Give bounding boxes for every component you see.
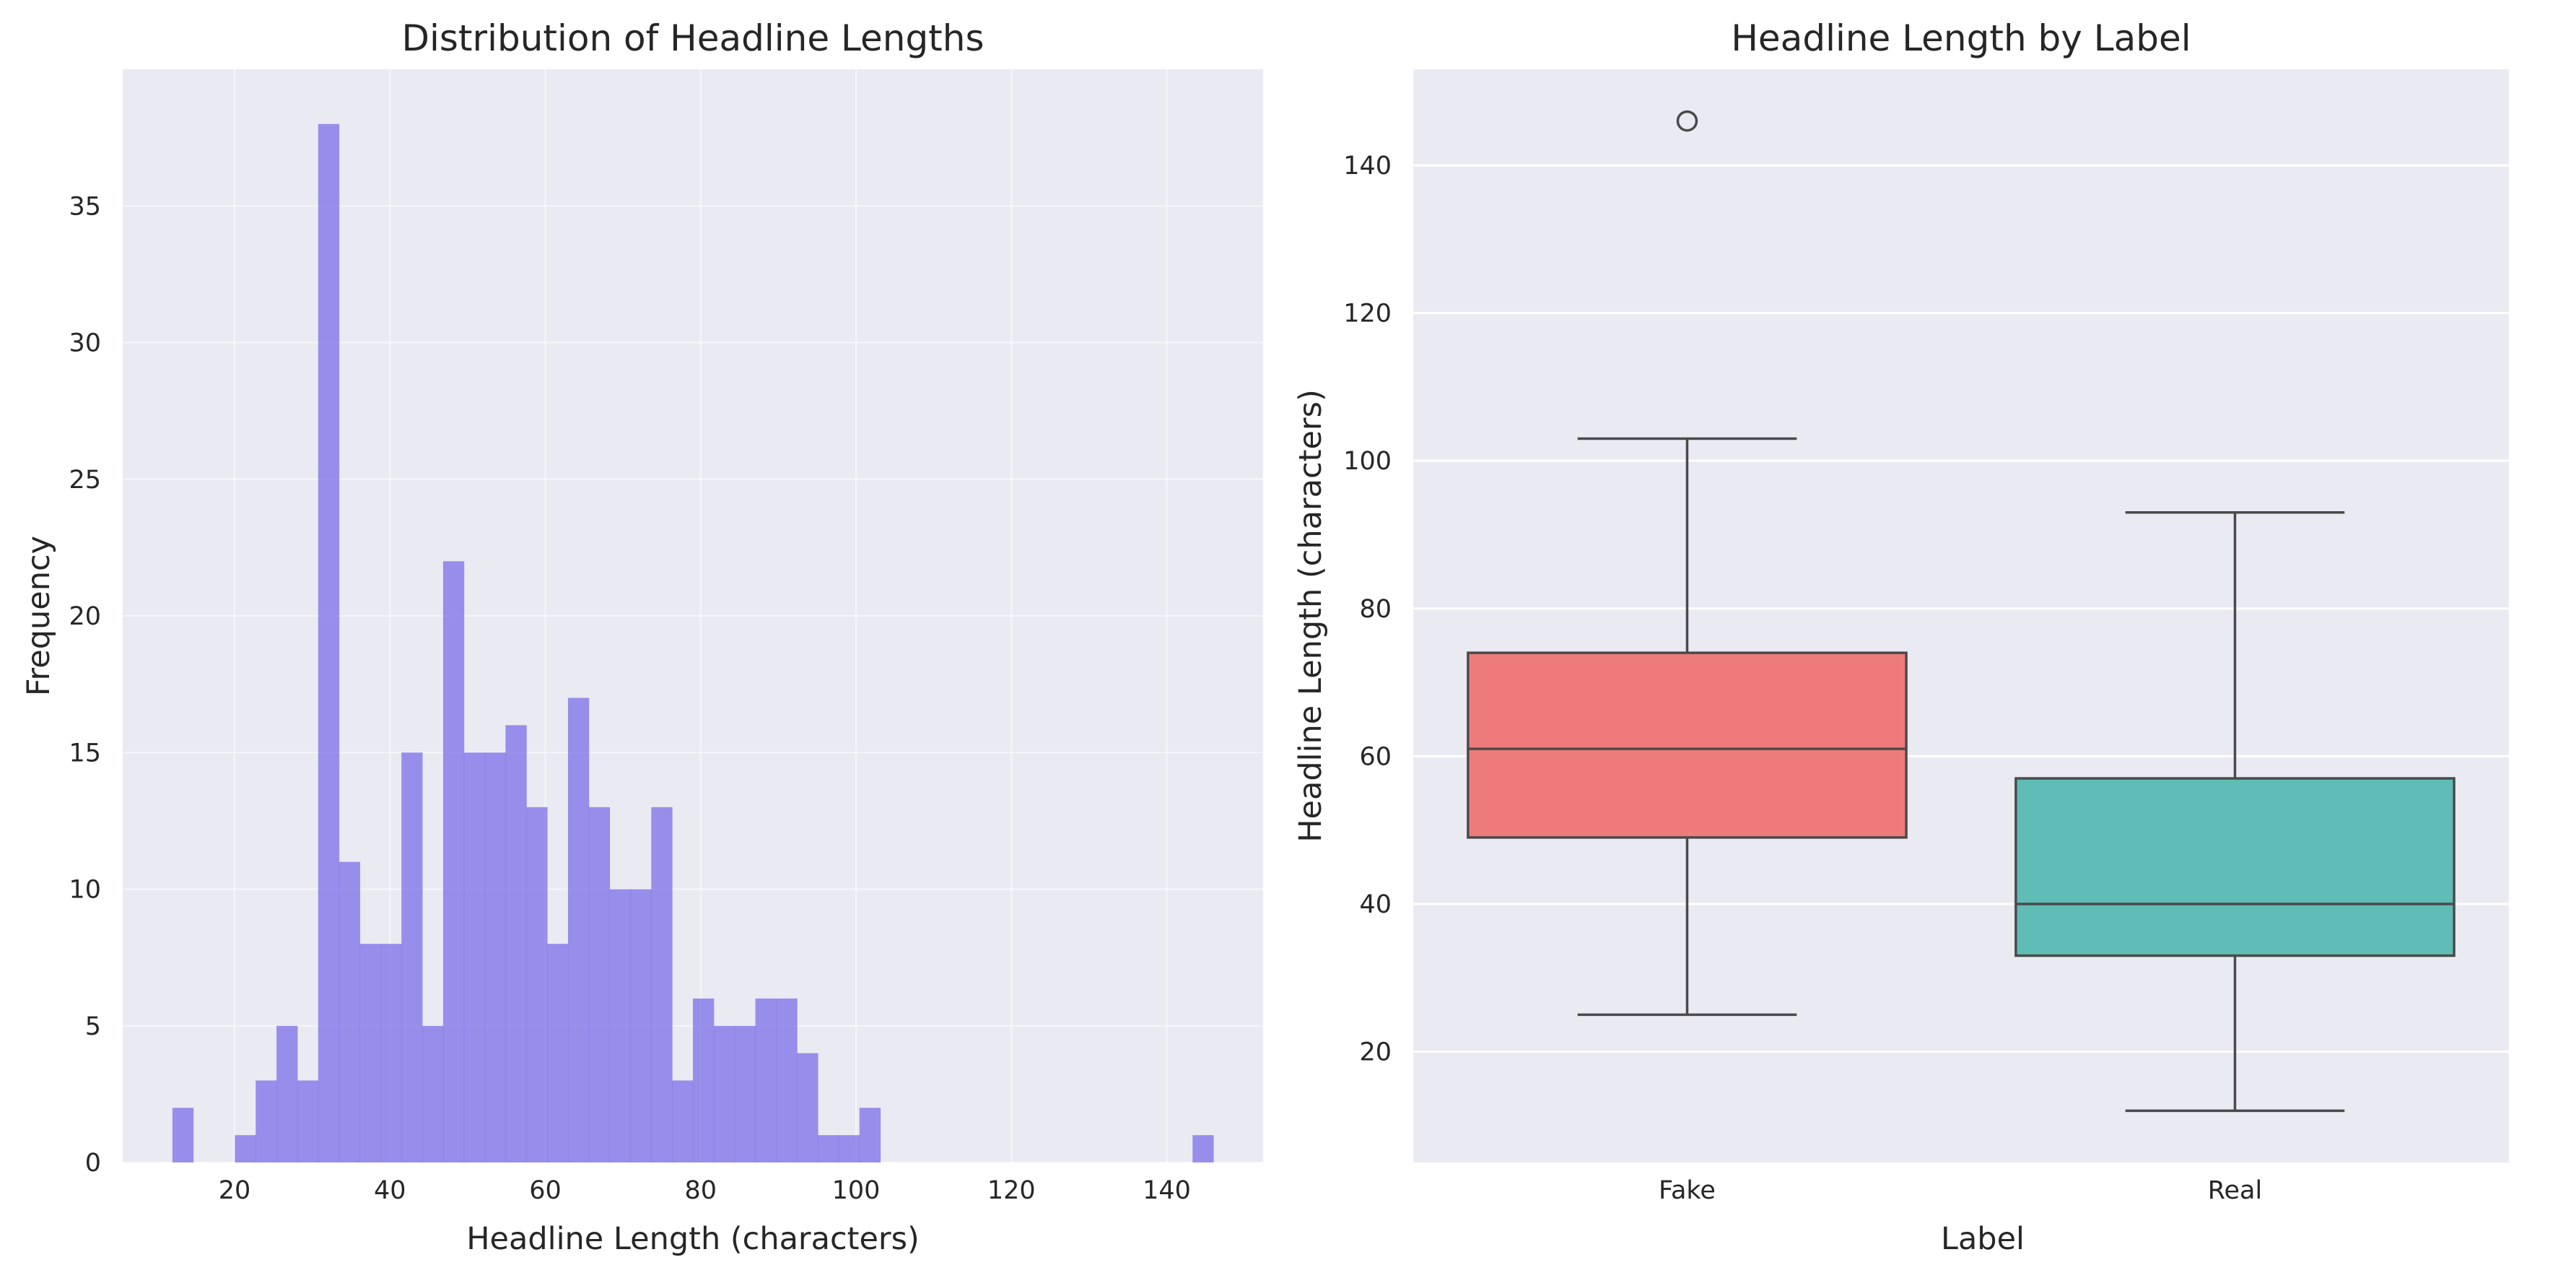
histogram-bar <box>588 807 611 1162</box>
boxplot-title: Headline Length by Label <box>1731 17 2191 59</box>
histogram-y-tick-label: 25 <box>69 466 101 495</box>
histogram-bar <box>776 998 798 1162</box>
boxplot-x-tick-label: Fake <box>1659 1176 1716 1205</box>
histogram-bar <box>484 752 506 1162</box>
histogram-bar <box>401 752 423 1162</box>
histogram-y-tick-label: 10 <box>69 876 101 905</box>
histogram-bar <box>463 752 486 1162</box>
histogram-bar <box>297 1080 319 1162</box>
boxplot-box <box>1467 651 1908 839</box>
histogram-bar <box>505 725 527 1162</box>
histogram-y-tick-label: 20 <box>69 602 101 631</box>
histogram-bar <box>734 1025 756 1162</box>
histogram-bar <box>630 889 652 1162</box>
histogram-x-tick-label: 80 <box>684 1176 717 1205</box>
histogram-x-ticks: 20 40 60 80 100 120 140 <box>219 1176 1191 1205</box>
boxplot-y-tick-label: 140 <box>1343 152 1392 181</box>
histogram-x-tick-label: 140 <box>1143 1176 1191 1205</box>
histogram-x-tick-label: 120 <box>987 1176 1036 1205</box>
histogram-y-tick-label: 30 <box>69 329 101 358</box>
histogram-x-axis-label: Headline Length (characters) <box>466 1221 920 1257</box>
boxplot-plot-area <box>1413 69 2509 1162</box>
histogram-bar <box>442 561 465 1162</box>
histogram-x-tick-label: 100 <box>832 1176 881 1205</box>
boxplot-x-axis-label: Label <box>1941 1221 2025 1257</box>
boxplot-outlier-point <box>1676 110 1698 132</box>
histogram-bar <box>359 944 381 1162</box>
boxplot-y-tick-label: 80 <box>1359 595 1392 624</box>
histogram-bar <box>380 944 402 1162</box>
histogram-x-tick-label: 60 <box>529 1176 562 1205</box>
boxplot-y-axis-label: Headline Length (characters) <box>1293 389 1329 843</box>
histogram-bar <box>422 1025 444 1162</box>
boxplot-x-ticks: Fake Real <box>1659 1176 2262 1205</box>
histogram-y-tick-label: 0 <box>85 1149 101 1178</box>
histogram-bar <box>838 1135 860 1162</box>
histogram-bar <box>713 1025 735 1162</box>
histogram-chart: 20 40 60 80 100 120 140 0 5 10 15 20 25 30 35 Distrib… <box>21 17 1263 1257</box>
histogram-bar <box>693 998 715 1162</box>
histogram-bar <box>859 1108 881 1162</box>
histogram-bar <box>547 944 569 1162</box>
boxplot-y-ticks: 20 40 60 80 100 120 140 <box>1343 152 1392 1067</box>
boxplot-y-tick-label: 20 <box>1359 1038 1392 1067</box>
histogram-bar <box>567 697 590 1162</box>
histogram-title: Distribution of Headline Lengths <box>401 17 984 59</box>
histogram-bar <box>526 807 548 1162</box>
boxplot-x-tick-label: Real <box>2208 1176 2262 1205</box>
histogram-y-tick-label: 5 <box>85 1012 101 1041</box>
histogram-bar <box>1192 1135 1214 1162</box>
histogram-y-tick-label: 35 <box>69 192 101 221</box>
boxplot-y-tick-label: 60 <box>1359 742 1392 771</box>
histogram-bar <box>256 1080 277 1162</box>
histogram-y-axis-label: Frequency <box>21 536 57 696</box>
boxplot-box <box>2014 777 2455 957</box>
histogram-bar <box>235 1135 256 1162</box>
boxplot-chart: Fake Real 20 40 60 80 100 120 140 Headline Leng… <box>1293 17 2509 1257</box>
histogram-bar <box>318 123 340 1163</box>
histogram-bar <box>651 807 673 1162</box>
histogram-x-tick-label: 20 <box>219 1176 251 1205</box>
histogram-y-tick-label: 15 <box>69 739 101 768</box>
histogram-bar <box>172 1108 194 1162</box>
histogram-bar <box>755 998 777 1162</box>
histogram-bar <box>797 1053 818 1162</box>
histogram-bars <box>172 123 1214 1163</box>
boxplot-boxes <box>1467 110 2455 1113</box>
histogram-bar <box>339 861 360 1162</box>
histogram-y-ticks: 0 5 10 15 20 25 30 35 <box>69 192 101 1178</box>
histogram-x-tick-label: 40 <box>374 1176 406 1205</box>
boxplot-y-tick-label: 100 <box>1343 447 1392 476</box>
histogram-bar <box>276 1025 298 1162</box>
boxplot-y-tick-label: 120 <box>1343 300 1392 329</box>
boxplot-y-tick-label: 40 <box>1359 890 1392 919</box>
histogram-bar <box>609 889 631 1162</box>
histogram-bar <box>672 1080 694 1162</box>
histogram-bar <box>818 1135 839 1162</box>
